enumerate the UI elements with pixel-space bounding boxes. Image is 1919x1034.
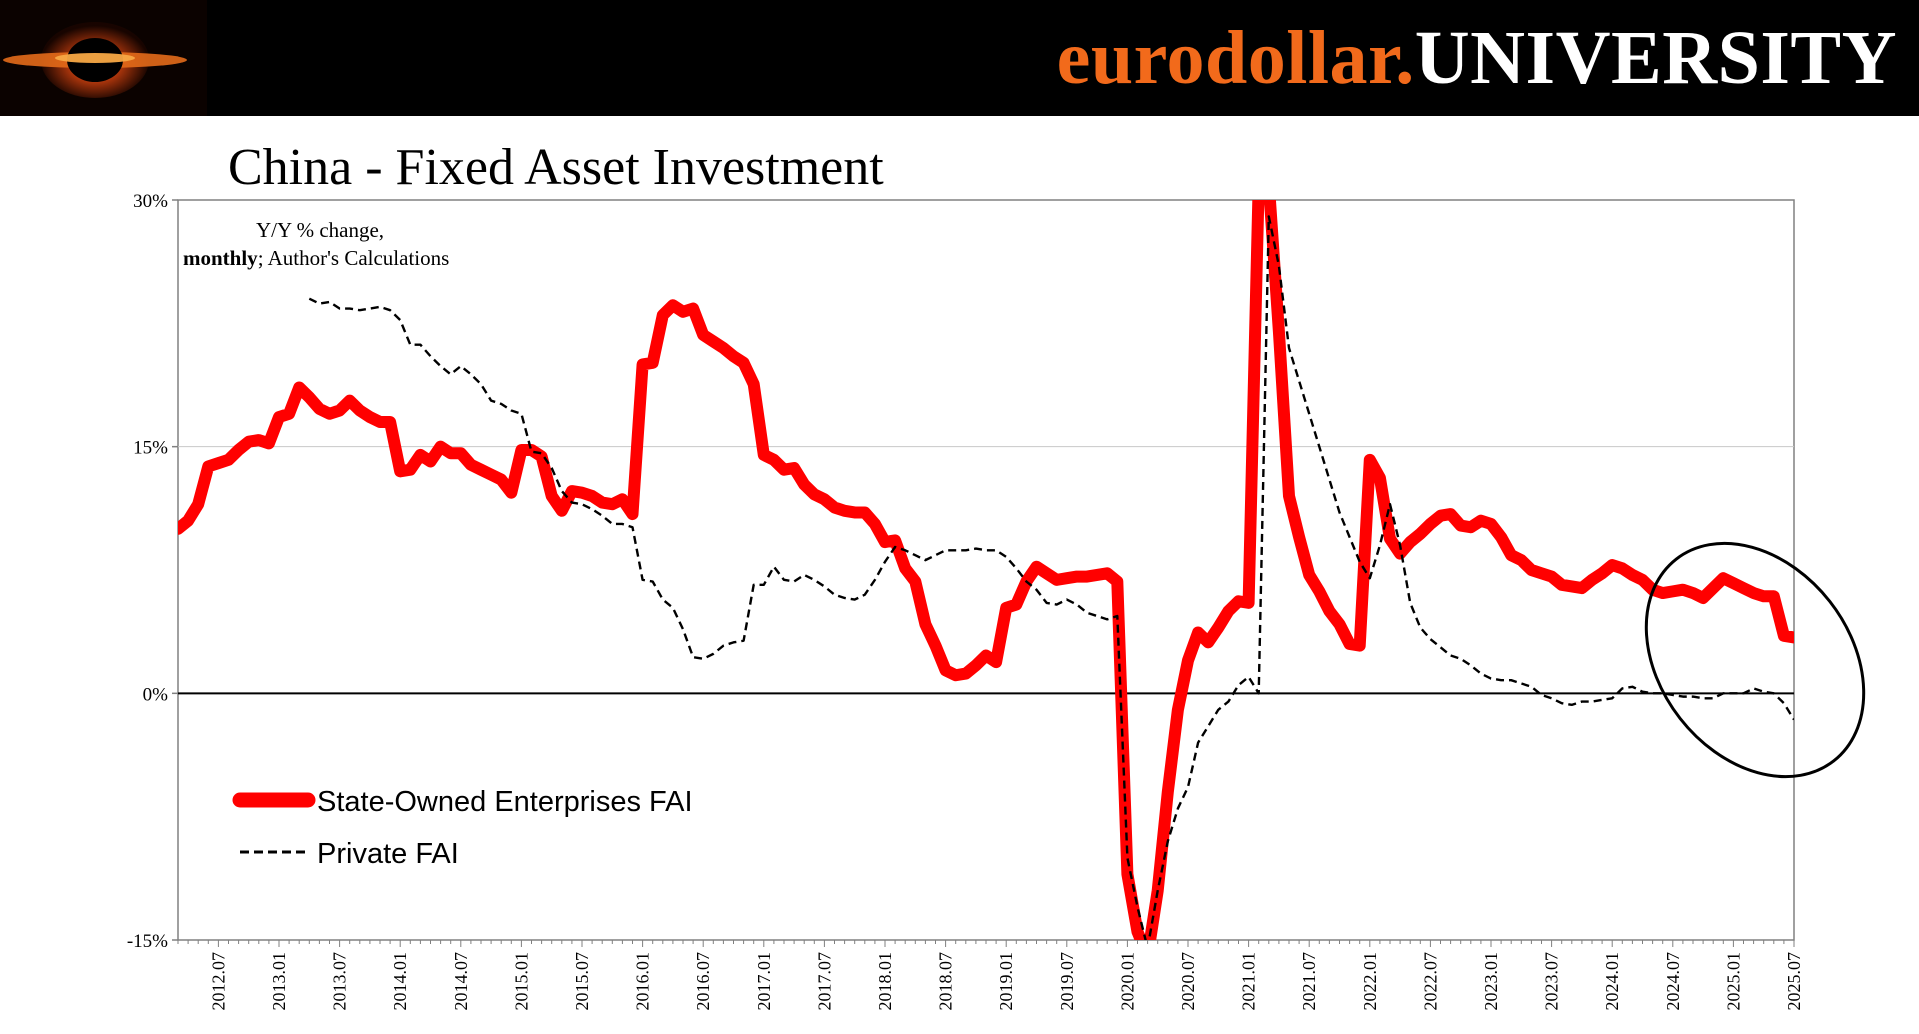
chart-note-line2: monthly; Author's Calculations	[183, 246, 449, 270]
x-tick-label: 2021.01	[1239, 952, 1259, 1011]
x-tick-label: 2014.01	[390, 952, 410, 1011]
x-tick-label: 2024.07	[1663, 952, 1683, 1011]
legend: State-Owned Enterprises FAI Private FAI	[232, 786, 693, 870]
header-bar	[0, 0, 1919, 116]
x-tick-label: 2022.07	[1420, 952, 1440, 1011]
x-tick-label: 2023.07	[1542, 952, 1562, 1011]
x-tick-label: 2014.07	[451, 952, 471, 1011]
series-line-private	[308, 215, 1794, 940]
y-tick-label: 15%	[133, 438, 168, 459]
x-tick-label: 2020.01	[1117, 952, 1137, 1011]
x-tick-label: 2013.07	[330, 952, 350, 1011]
x-tick-label: 2012.07	[208, 952, 228, 1011]
plot-area	[177, 199, 1795, 941]
x-tick-label: 2025.07	[1784, 952, 1804, 1011]
y-tick-label: 0%	[143, 684, 169, 705]
black-hole-logo-icon	[0, 0, 207, 116]
x-tick-label: 2020.07	[1178, 952, 1198, 1011]
x-tick-label: 2017.07	[814, 952, 834, 1011]
y-axis-ticks: -15% 0% 15% 30%	[127, 191, 178, 952]
x-tick-label: 2016.07	[693, 952, 713, 1011]
x-tick-label: 2018.01	[875, 952, 895, 1011]
annotation-ellipse	[1644, 541, 1866, 779]
x-tick-label: 2024.01	[1602, 952, 1622, 1011]
x-tick-label: 2022.01	[1360, 952, 1380, 1011]
x-tick-label: 2023.01	[1481, 952, 1501, 1011]
y-tick-label: -15%	[127, 931, 168, 952]
chart-note-rest: ; Author's Calculations	[258, 246, 450, 270]
legend-label-private: Private FAI	[317, 838, 459, 870]
y-tick-label: 30%	[133, 191, 168, 212]
chart-note-bold: monthly	[183, 246, 258, 270]
x-tick-label: 2013.01	[269, 952, 289, 1011]
brand-part2: UNIVERSITY	[1414, 16, 1897, 100]
x-tick-label: 2021.07	[1299, 952, 1319, 1011]
legend-label-soe: State-Owned Enterprises FAI	[317, 786, 693, 818]
x-axis-ticks: 2012.07 2013.01 2013.07 2014.01 2014.07 2015.…	[177, 940, 1804, 1011]
x-tick-label: 2018.07	[936, 952, 956, 1011]
x-tick-label: 2025.01	[1723, 952, 1743, 1011]
x-tick-label: 2019.01	[996, 952, 1016, 1011]
series-layer	[178, 200, 1794, 940]
x-tick-label: 2019.07	[1057, 952, 1077, 1011]
chart-title: China - Fixed Asset Investment	[228, 139, 884, 196]
x-tick-label: 2017.01	[754, 952, 774, 1011]
chart-note-line1: Y/Y % change,	[256, 218, 384, 242]
x-tick-label: 2015.01	[511, 952, 531, 1011]
x-tick-label: 2015.07	[572, 952, 592, 1011]
x-tick-label: 2016.01	[633, 952, 653, 1011]
series-line-soe	[178, 200, 1794, 940]
brand-wordmark: eurodollar.UNIVERSITY	[1057, 10, 1897, 106]
brand-part1: eurodollar.	[1056, 16, 1415, 100]
